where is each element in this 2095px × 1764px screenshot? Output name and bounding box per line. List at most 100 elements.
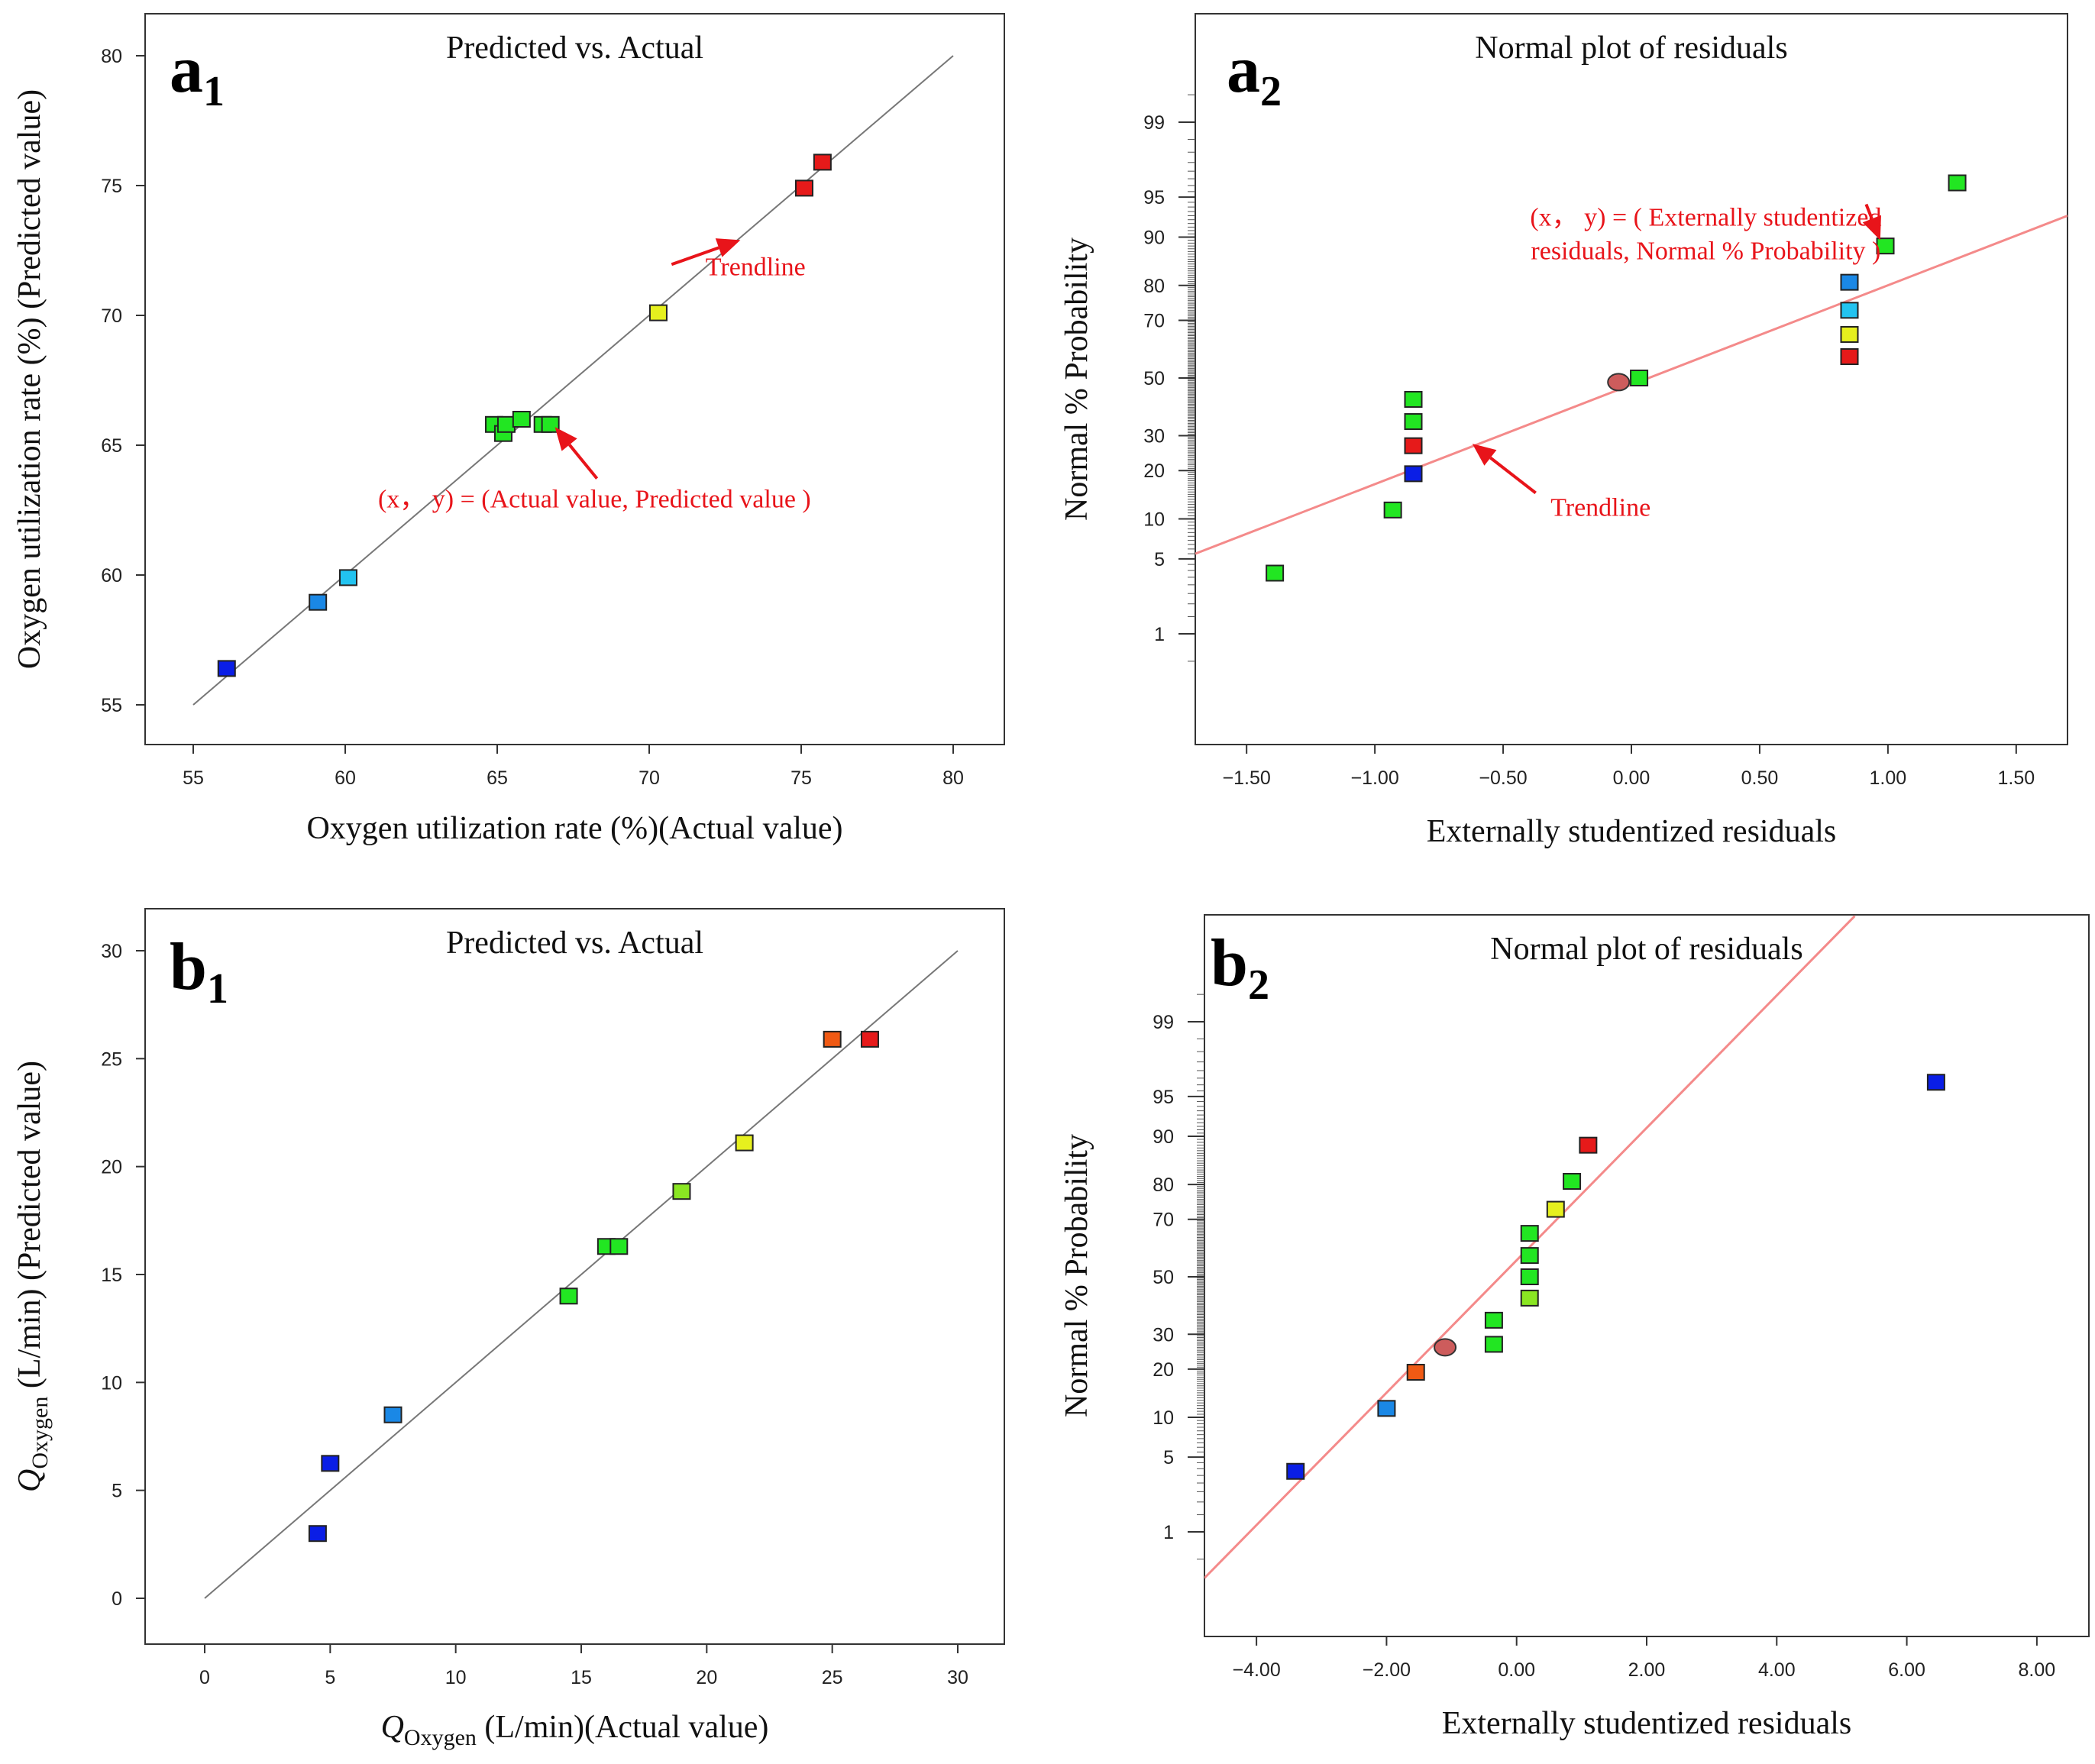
annotation-line: Trendline (706, 253, 806, 281)
data-point (1520, 1247, 1539, 1265)
y-tick-label: 99 (1143, 112, 1165, 134)
data-point (1607, 373, 1631, 392)
annotation-arrow-head (554, 427, 577, 451)
data-point (1546, 1200, 1565, 1218)
x-tick-label: −1.00 (1350, 767, 1398, 789)
chart-title: Predicted vs. Actual (446, 926, 703, 961)
data-point (1563, 1173, 1582, 1191)
data-point (813, 153, 832, 171)
x-tick-label: 25 (822, 1667, 843, 1688)
data-point (1404, 437, 1423, 454)
x-tick-label: 80 (942, 767, 964, 789)
x-axis-label: Oxygen utilization rate (%)(Actual value… (306, 811, 842, 846)
data-point (648, 304, 668, 321)
data-point (1579, 1136, 1598, 1154)
annotation-arrow-head (1862, 215, 1881, 241)
x-tick-label: −2.00 (1363, 1659, 1411, 1681)
y-axis-label: Normal % Probability (1059, 1134, 1094, 1417)
data-point (338, 569, 357, 586)
y-tick-label: 25 (101, 1048, 122, 1070)
y-tick-label: 65 (101, 435, 122, 457)
data-point (1404, 465, 1423, 483)
y-tick-label: 5 (112, 1481, 122, 1502)
x-tick-label: 0.00 (1613, 767, 1650, 789)
y-tick-label: 5 (1154, 549, 1165, 570)
data-point (541, 415, 560, 433)
chart-title: Predicted vs. Actual (446, 31, 703, 66)
data-point (512, 411, 531, 428)
annotation-line-2: residuals, Normal % Probability ) (1531, 237, 1880, 266)
trendline (192, 55, 954, 706)
x-tick-label: 60 (335, 767, 356, 789)
chart-a1: Predicted vs. Actual a1 55 60 65 70 75 80 55 60 65… (12, 13, 1005, 846)
y-tick-label: 95 (1153, 1087, 1174, 1108)
panel-letter: a (1227, 33, 1260, 107)
data-point (1406, 1363, 1425, 1381)
y-axis-label-sub: Oxygen (27, 1397, 53, 1469)
panel-subscript: 2 (1248, 961, 1269, 1009)
x-tick-label: −0.50 (1479, 767, 1527, 789)
y-tick-label: 70 (1153, 1210, 1174, 1231)
x-tick-label: 1.50 (1997, 767, 2035, 789)
x-tick-label: 10 (445, 1667, 467, 1688)
y-tick-label: 10 (1153, 1407, 1174, 1429)
y-tick-label: 90 (1143, 227, 1165, 248)
y-tick-label: 20 (1153, 1359, 1174, 1381)
data-point (1840, 325, 1859, 343)
x-tick-label: 1.00 (1870, 767, 1907, 789)
y-tick-label: 1 (1154, 624, 1165, 645)
y-tick-label: 99 (1153, 1012, 1174, 1033)
x-axis-label-rest: (L/min)(Actual value) (477, 1710, 769, 1745)
y-tick-label: 80 (1143, 276, 1165, 297)
y-tick-label: 80 (101, 46, 122, 67)
panel-letter: b (1211, 926, 1248, 1000)
panel-label: a1 (170, 33, 225, 115)
x-tick-label: 0.00 (1498, 1659, 1535, 1681)
y-tick-label: 80 (1153, 1174, 1174, 1196)
y-tick-label: 70 (1143, 310, 1165, 331)
plot-frame (1204, 914, 2090, 1637)
data-point (823, 1030, 842, 1048)
x-tick-label: 0.50 (1741, 767, 1779, 789)
y-axis-label: Oxygen utilization rate (%) (Predicted v… (12, 89, 47, 669)
x-tick-label: 70 (639, 767, 660, 789)
data-point (735, 1134, 754, 1152)
y-tick-label: 95 (1143, 187, 1165, 208)
data-point (860, 1030, 879, 1048)
y-tick-label: 10 (1143, 509, 1165, 531)
data-point (1840, 302, 1859, 319)
panel-subscript: 2 (1260, 68, 1282, 115)
data-point (1404, 413, 1423, 431)
data-point (217, 660, 236, 677)
annotation-arrow-shaft (1489, 456, 1537, 495)
y-tick-label: 60 (101, 565, 122, 586)
x-tick-label: 6.00 (1888, 1659, 1925, 1681)
annotation-text: (x， y) = (Actual value, Predicted value … (378, 486, 811, 514)
trendline (204, 950, 959, 1599)
panel-label: b1 (170, 930, 228, 1013)
data-point (496, 415, 516, 433)
chart-title: Normal plot of residuals (1475, 31, 1787, 66)
panel-letter: a (170, 33, 203, 107)
x-axis-label-sub: Oxygen (404, 1725, 477, 1750)
data-point (794, 179, 813, 197)
x-tick-label: −1.50 (1223, 767, 1271, 789)
y-tick-label: 50 (1153, 1267, 1174, 1288)
data-point (1948, 174, 1967, 192)
y-tick-label: 15 (101, 1265, 122, 1286)
data-point (308, 1525, 327, 1543)
data-point (1266, 564, 1285, 582)
annotation-line: (x， y) = (Actual value, Predicted value … (378, 486, 811, 514)
data-point (672, 1183, 691, 1200)
data-point (309, 593, 328, 611)
data-point (1876, 237, 1895, 255)
panel-label: a2 (1227, 33, 1282, 115)
y-axis-label-q: Q (12, 1469, 47, 1492)
x-tick-label: 15 (571, 1667, 592, 1688)
x-tick-label: 0 (199, 1667, 210, 1688)
panel-subscript: 1 (207, 965, 228, 1013)
y-tick-label: 0 (112, 1588, 122, 1610)
x-tick-label: 2.00 (1628, 1659, 1666, 1681)
y-tick-label: 5 (1163, 1447, 1174, 1468)
